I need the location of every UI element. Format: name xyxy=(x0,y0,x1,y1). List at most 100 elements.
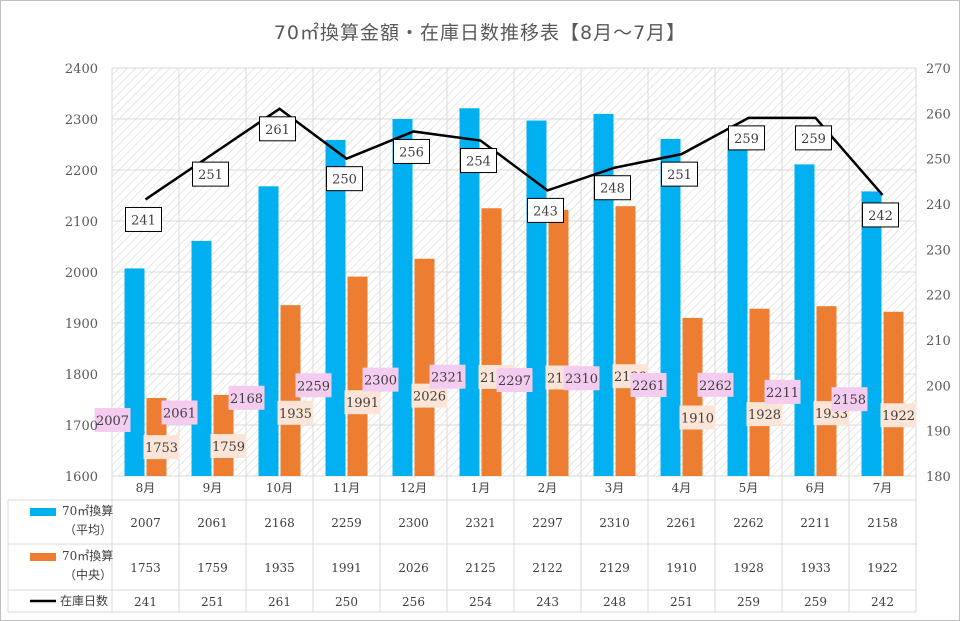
label-median: 1753 xyxy=(145,441,178,456)
legend-label: 70㎡換算 xyxy=(62,548,113,563)
bar-median xyxy=(481,208,502,476)
legend-sublabel: （中央） xyxy=(64,567,112,582)
table-cell: 1935 xyxy=(264,561,295,575)
x-tick-label: 11月 xyxy=(333,481,360,495)
label-avg-box xyxy=(563,366,600,391)
label-days-box xyxy=(795,125,832,151)
table-cell: 1922 xyxy=(867,561,898,575)
label-days: 251 xyxy=(198,168,223,183)
table-cell: 2261 xyxy=(666,516,697,530)
table-cell: 1933 xyxy=(800,561,831,575)
label-median: 2026 xyxy=(413,390,446,405)
table-cell: 259 xyxy=(804,595,827,609)
table-cell: 251 xyxy=(670,595,693,609)
label-median-group: 1910 xyxy=(679,405,716,430)
label-days-group: 243 xyxy=(527,197,564,223)
x-tick-label: 3月 xyxy=(605,481,625,495)
table-cell: 1753 xyxy=(130,561,161,575)
label-avg: 2007 xyxy=(96,414,129,429)
x-tick-label: 1月 xyxy=(471,481,491,495)
label-avg-box xyxy=(764,379,801,404)
label-avg-group: 2262 xyxy=(697,372,734,397)
y-left-tick-label: 1900 xyxy=(65,317,98,332)
label-median: 1928 xyxy=(748,408,781,423)
label-days: 251 xyxy=(667,168,692,183)
table-cell: 2211 xyxy=(800,516,831,530)
table-cell: 261 xyxy=(268,595,291,609)
label-avg-box xyxy=(161,400,198,425)
label-days-box xyxy=(862,202,899,228)
label-avg-group: 2297 xyxy=(496,368,533,393)
bar-median xyxy=(749,308,770,476)
y-left-tick-label: 1800 xyxy=(65,368,98,383)
label-days-box xyxy=(527,197,564,223)
bar-avg xyxy=(794,164,815,476)
label-avg: 2158 xyxy=(833,393,866,408)
y-left-tick-label: 2400 xyxy=(65,62,98,77)
label-days-group: 254 xyxy=(460,148,497,174)
bar-avg xyxy=(124,268,145,476)
bar-avg xyxy=(861,191,882,477)
y-right-tick-label: 200 xyxy=(926,379,951,394)
label-avg-box xyxy=(94,407,131,432)
y-right-tick-label: 220 xyxy=(926,289,951,304)
label-days: 256 xyxy=(399,145,424,160)
label-avg: 2211 xyxy=(766,386,799,401)
label-days-group: 251 xyxy=(661,161,698,187)
label-avg-group: 2259 xyxy=(295,373,332,398)
label-days-box xyxy=(594,175,631,201)
label-days-group: 259 xyxy=(728,125,765,151)
label-days-group: 256 xyxy=(393,138,430,164)
label-days-box xyxy=(326,166,363,192)
label-days: 248 xyxy=(600,182,625,197)
label-avg-box xyxy=(228,385,265,410)
label-median-box xyxy=(277,400,314,425)
bar-avg xyxy=(727,138,748,476)
bar-median xyxy=(280,305,301,476)
y-right-tick-label: 270 xyxy=(926,62,951,77)
y-right-tick-label: 190 xyxy=(926,425,951,440)
label-avg: 2168 xyxy=(230,392,263,407)
label-days-box xyxy=(125,206,162,232)
table-cell: 2122 xyxy=(532,561,563,575)
label-avg-group: 2261 xyxy=(630,372,667,397)
label-avg-group: 2158 xyxy=(831,387,868,412)
label-median-group: 1991 xyxy=(344,390,381,415)
legend-label: 70㎡換算 xyxy=(62,503,113,518)
bar-median xyxy=(414,258,435,476)
y-left-tick-label: 2300 xyxy=(65,113,98,128)
label-avg-group: 2061 xyxy=(161,400,198,425)
label-days-box xyxy=(259,116,296,142)
label-avg: 2262 xyxy=(699,379,732,394)
x-tick-label: 7月 xyxy=(873,481,893,495)
bar-avg xyxy=(258,186,279,476)
bar-median xyxy=(682,317,703,476)
table-cell: 2168 xyxy=(264,516,295,530)
table-cell: 2061 xyxy=(197,516,228,530)
label-days-group: 242 xyxy=(862,202,899,228)
label-avg: 2310 xyxy=(565,372,598,387)
chart-title: 70㎡換算金額・在庫日数推移表【8月～7月】 xyxy=(273,22,687,44)
label-avg: 2297 xyxy=(498,374,531,389)
label-days: 259 xyxy=(801,132,826,147)
x-tick-label: 2月 xyxy=(538,481,558,495)
y-left-tick-label: 1600 xyxy=(65,470,98,485)
table-cell: 2300 xyxy=(398,516,429,530)
label-median-group: 1753 xyxy=(143,435,180,460)
table-cell: 2259 xyxy=(331,516,362,530)
label-days: 243 xyxy=(533,204,558,219)
table-cell: 1910 xyxy=(666,561,697,575)
x-tick-label: 4月 xyxy=(672,481,692,495)
table-cell: 259 xyxy=(737,595,760,609)
label-median-group: 1935 xyxy=(277,400,314,425)
y-right-tick-label: 180 xyxy=(926,470,951,485)
table-cell: 1991 xyxy=(331,561,362,575)
y-left-tick-label: 1700 xyxy=(65,419,98,434)
table-cell: 243 xyxy=(536,595,559,609)
bar-avg xyxy=(526,120,547,476)
x-tick-label: 9月 xyxy=(203,481,223,495)
table-cell: 1928 xyxy=(733,561,764,575)
table-cell: 2129 xyxy=(599,561,630,575)
label-days-box xyxy=(728,125,765,151)
